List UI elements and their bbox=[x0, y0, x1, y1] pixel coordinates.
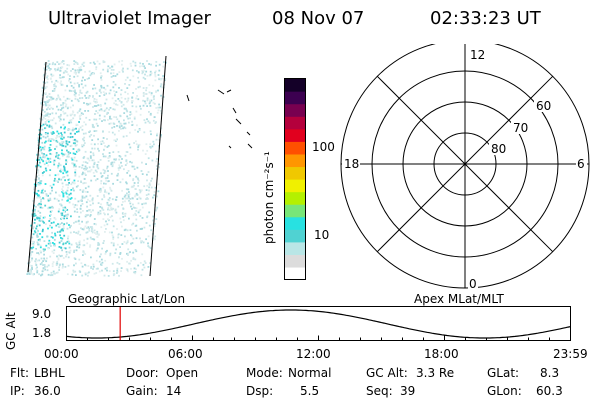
info-mode-label: Mode: bbox=[246, 366, 283, 380]
info-dsp-label: Dsp: bbox=[246, 384, 274, 398]
colorbar-band bbox=[284, 191, 306, 205]
mlt-label-6: 6 bbox=[577, 157, 585, 171]
colorbar-band bbox=[284, 91, 306, 105]
info-ip-value: 36.0 bbox=[34, 384, 61, 398]
colorbar-band bbox=[284, 204, 306, 218]
image-boundary-right bbox=[149, 55, 167, 277]
time-label: 02:33:23 UT bbox=[430, 8, 541, 29]
polar-mlat-mlt-plot: 12 18 6 0 60 70 80 bbox=[340, 44, 590, 291]
mlt-label-12: 12 bbox=[470, 48, 485, 62]
colorbar-unit-label: photon cm⁻²s⁻¹ bbox=[262, 151, 276, 244]
info-flt-label: Flt: bbox=[10, 366, 29, 380]
info-door-value: Open bbox=[166, 366, 199, 380]
colorbar-band bbox=[284, 266, 306, 281]
timeline-right-label: Apex MLat/MLT bbox=[414, 292, 504, 306]
colorbar-band bbox=[284, 254, 306, 268]
info-gain-value: 14 bbox=[166, 384, 182, 398]
altitude-timeline-plot bbox=[66, 306, 571, 341]
timeline-y-axis-label: GC Alt bbox=[4, 312, 18, 350]
info-glat-label: GLat: bbox=[487, 366, 520, 380]
timeline-tick-0600: 06:00 bbox=[168, 347, 203, 361]
colorbar-tick-100: 100 bbox=[312, 140, 335, 154]
image-boundary-left bbox=[27, 61, 47, 273]
colorbar-band bbox=[284, 229, 306, 243]
info-glon-label: GLon: bbox=[487, 384, 522, 398]
timeline-y-min: 1.8 bbox=[32, 326, 52, 340]
colorbar-band bbox=[284, 179, 306, 193]
info-gcalt-value: 3.3 Re bbox=[416, 366, 455, 380]
lat-label-60: 60 bbox=[536, 99, 551, 113]
colorbar-tick-10: 10 bbox=[314, 228, 330, 242]
mlt-label-18: 18 bbox=[344, 157, 359, 171]
auroral-emission-map bbox=[26, 60, 167, 277]
timeline-y-max: 9.0 bbox=[32, 307, 52, 321]
date-label: 08 Nov 07 bbox=[272, 8, 365, 29]
colorbar-band bbox=[284, 116, 306, 130]
colorbar-band bbox=[284, 166, 306, 180]
timeline-tick-1200: 12:00 bbox=[296, 347, 331, 361]
colorbar bbox=[284, 78, 306, 281]
colorbar-band bbox=[284, 153, 306, 168]
colorbar-band bbox=[284, 241, 306, 255]
info-seq-label: Seq: bbox=[366, 384, 393, 398]
info-glon-value: 60.3 bbox=[536, 384, 563, 398]
info-gcalt-label: GC Alt: bbox=[366, 366, 408, 380]
mlt-label-0: 0 bbox=[469, 277, 477, 291]
info-dsp-value: 5.5 bbox=[300, 384, 320, 398]
instrument-title: Ultraviolet Imager bbox=[48, 8, 211, 29]
polar-diagonal-2 bbox=[376, 75, 554, 253]
info-ip-label: IP: bbox=[10, 384, 25, 398]
timeline-tick-1800: 18:00 bbox=[424, 347, 459, 361]
star-streaks bbox=[186, 89, 253, 149]
uv-image-panel bbox=[26, 55, 253, 277]
timeline-left-label: Geographic Lat/Lon bbox=[68, 292, 186, 306]
colorbar-band bbox=[284, 141, 306, 155]
info-gain-label: Gain: bbox=[126, 384, 158, 398]
timeline-tick-2359: 23:59 bbox=[553, 347, 588, 361]
info-door-label: Door: bbox=[126, 366, 159, 380]
colorbar-band bbox=[284, 78, 306, 92]
colorbar-band bbox=[284, 103, 306, 117]
altitude-curve bbox=[66, 309, 571, 339]
info-mode-value: Normal bbox=[288, 366, 332, 380]
info-flt-value: LBHL bbox=[34, 366, 65, 380]
lat-label-80: 80 bbox=[491, 142, 506, 156]
info-glat-value: 8.3 bbox=[540, 366, 560, 380]
lat-label-70: 70 bbox=[513, 121, 528, 135]
colorbar-band bbox=[284, 216, 306, 230]
colorbar-band bbox=[284, 128, 306, 142]
timeline-tick-0000: 00:00 bbox=[44, 347, 79, 361]
info-seq-value: 39 bbox=[400, 384, 416, 398]
